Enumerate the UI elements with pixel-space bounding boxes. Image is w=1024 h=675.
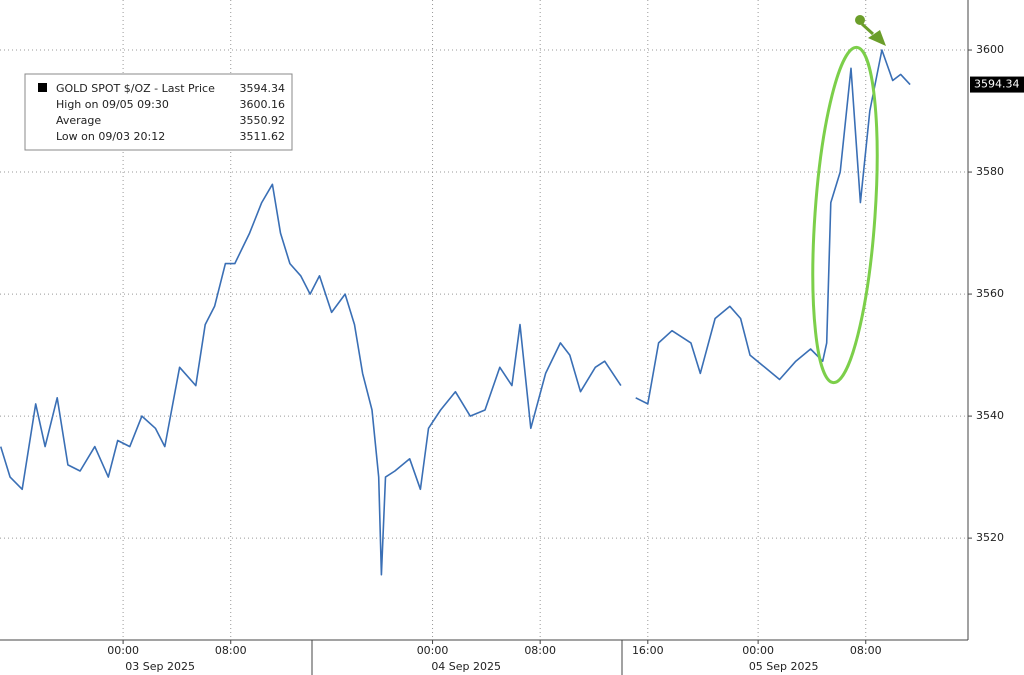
highlight-ellipse	[811, 45, 879, 385]
x-tick-label: 00:00	[742, 644, 774, 657]
y-tick-label: 3540	[976, 409, 1004, 422]
x-tick-label: 16:00	[632, 644, 664, 657]
legend-value: 3594.34	[240, 82, 286, 95]
x-tick-label: 00:00	[107, 644, 139, 657]
last-price-flag	[970, 76, 1024, 93]
y-tick-label: 3520	[976, 531, 1004, 544]
x-tick-label: 00:00	[417, 644, 449, 657]
legend-label: High on 09/05 09:30	[56, 98, 169, 111]
annotation-pin	[855, 15, 865, 25]
price-line	[0, 49, 911, 576]
legend-value: 3600.16	[240, 98, 286, 111]
x-tick-label: 08:00	[850, 644, 882, 657]
x-tick-label: 08:00	[215, 644, 247, 657]
plot-area	[0, 0, 968, 640]
y-tick-label: 3580	[976, 165, 1004, 178]
legend-value: 3550.92	[240, 114, 286, 127]
annotation-arrowhead	[868, 30, 886, 46]
legend-swatch	[38, 83, 47, 92]
legend-box	[24, 73, 293, 151]
date-label: 04 Sep 2025	[431, 660, 501, 673]
legend-label: Average	[56, 114, 101, 127]
x-tick-label: 08:00	[524, 644, 556, 657]
y-tick-label: 3600	[976, 43, 1004, 56]
last-price-label: 3594.34	[974, 78, 1020, 91]
legend: GOLD SPOT $/OZ - Last Price 3594.34 High…	[24, 73, 293, 151]
legend-value: 3511.62	[240, 130, 286, 143]
date-label: 05 Sep 2025	[749, 660, 819, 673]
y-tick-label: 3560	[976, 287, 1004, 300]
legend-label: Low on 09/03 20:12	[56, 130, 165, 143]
date-label: 03 Sep 2025	[125, 660, 195, 673]
legend-label: GOLD SPOT $/OZ - Last Price	[56, 82, 215, 95]
annotation-arrow	[860, 22, 875, 36]
